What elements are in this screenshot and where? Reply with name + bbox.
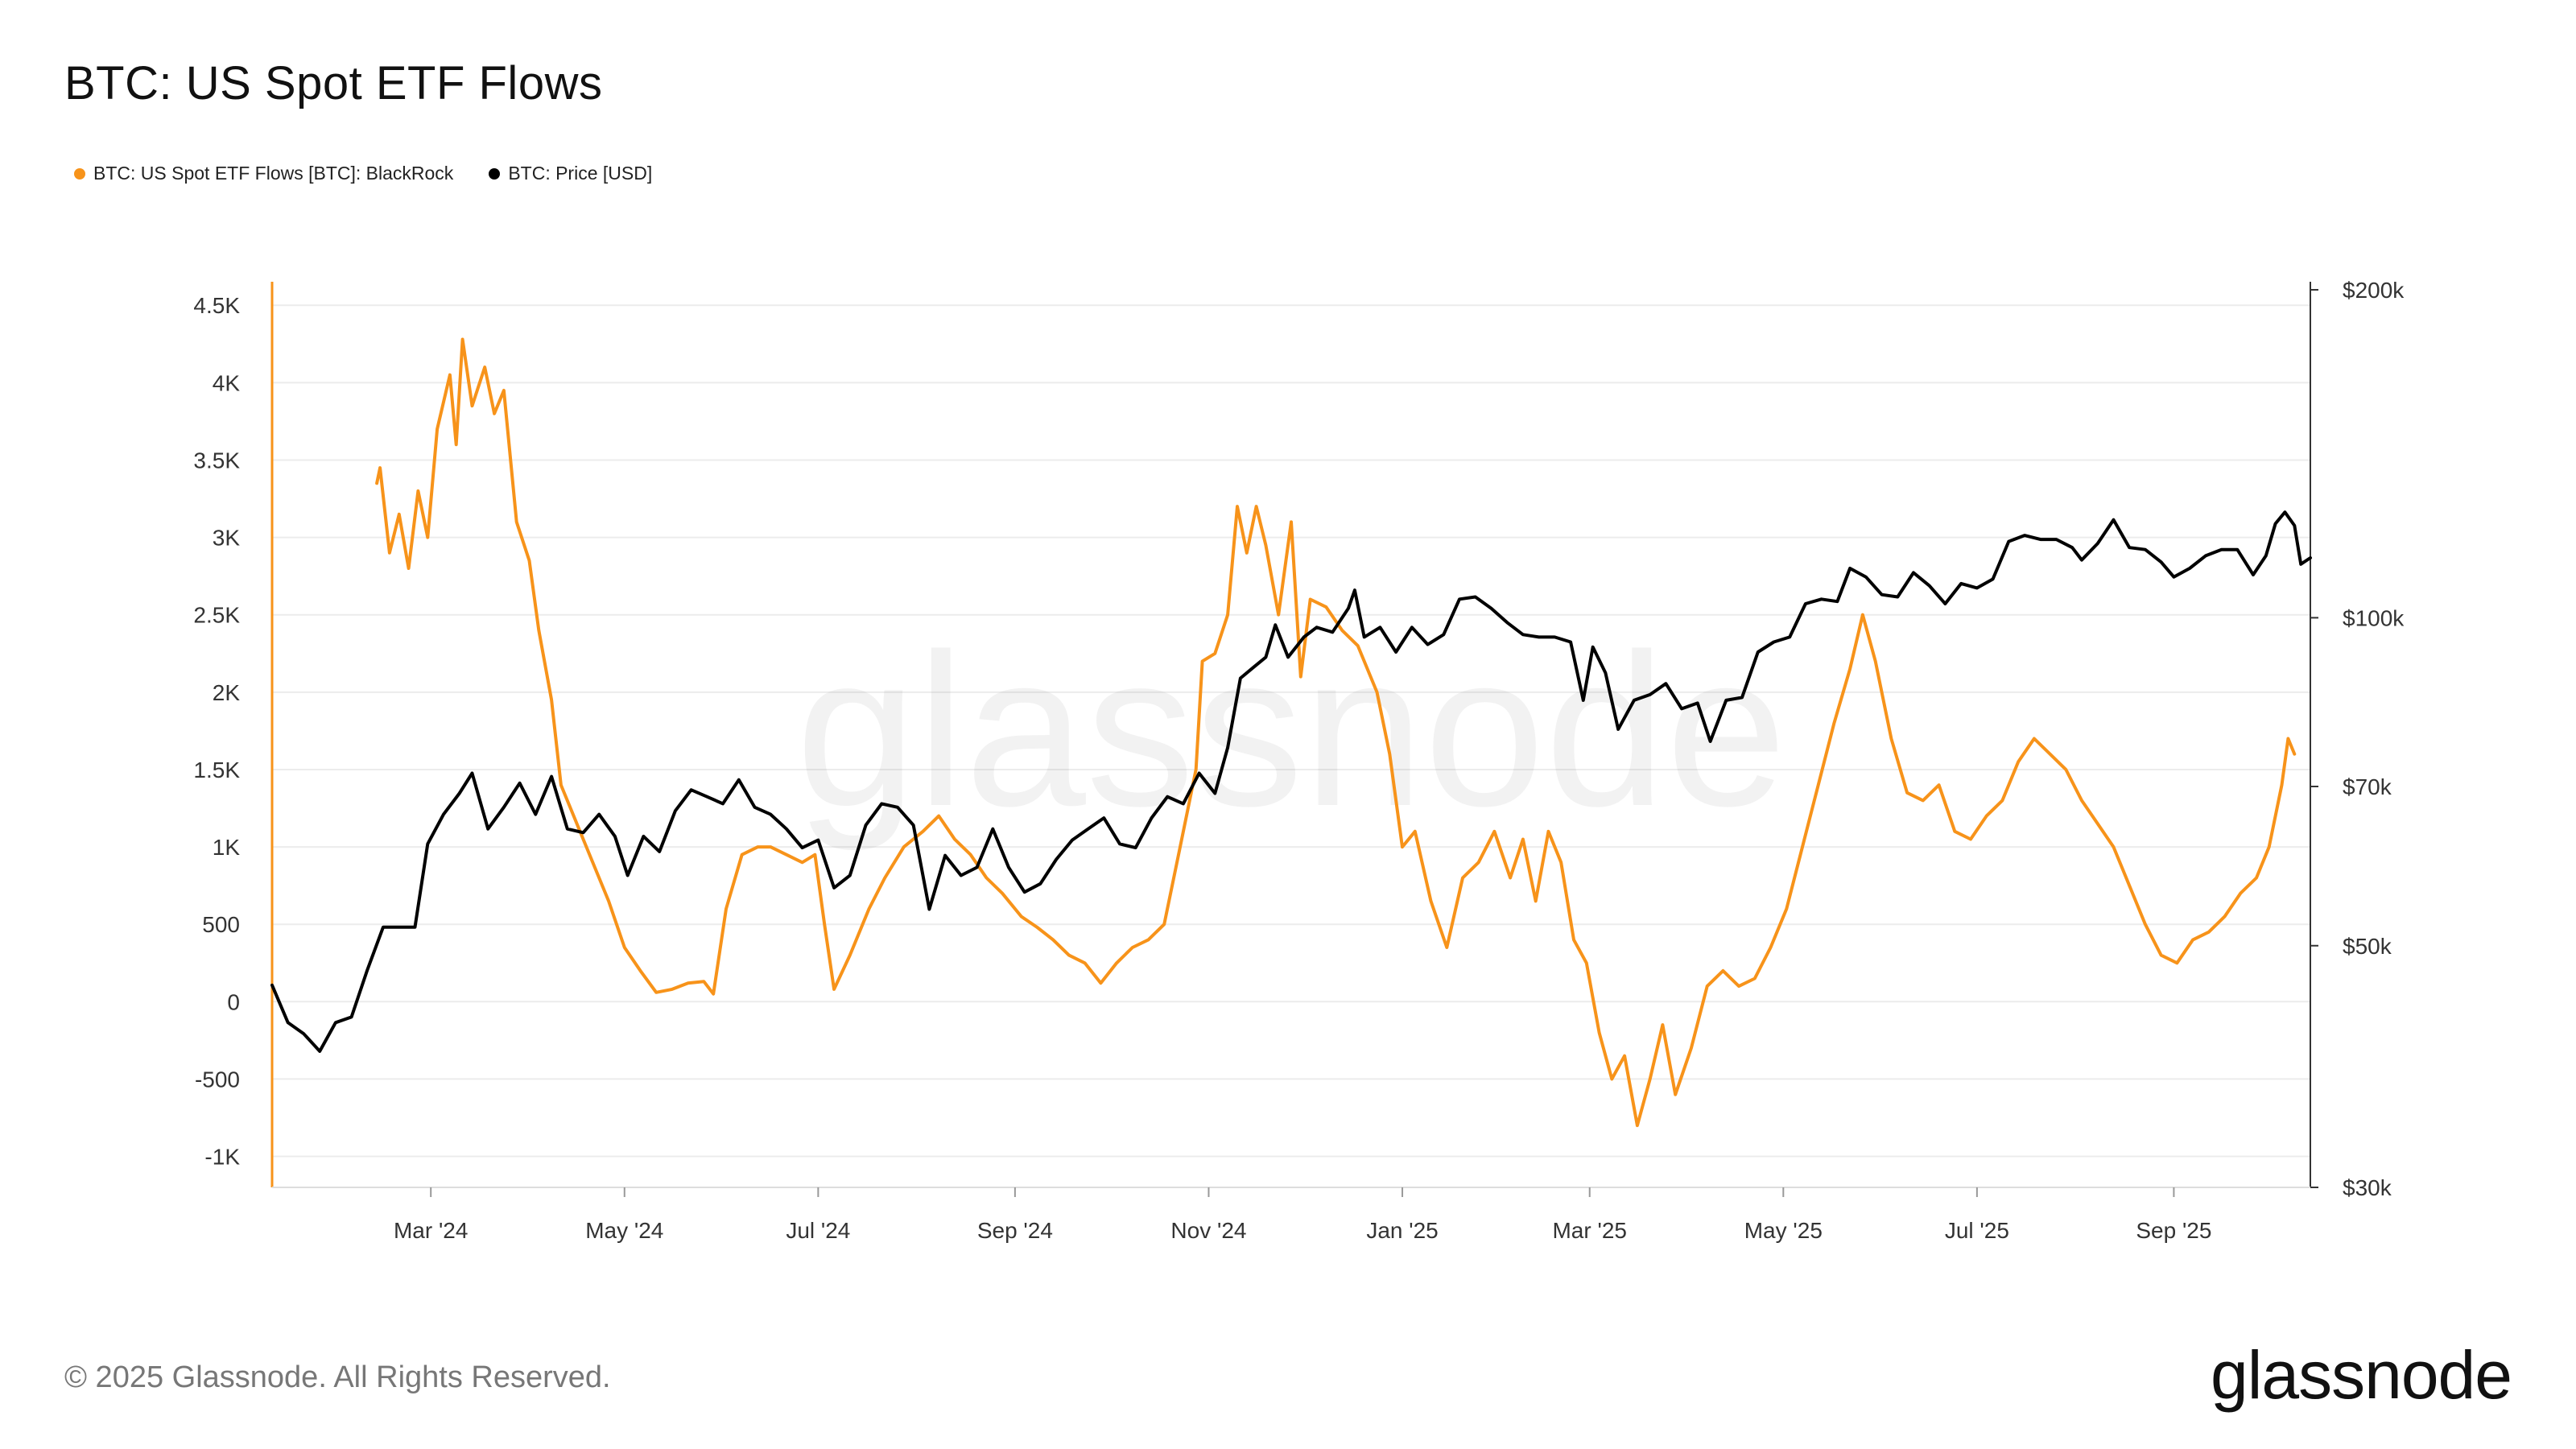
grid bbox=[272, 304, 2310, 1158]
legend-item-blackrock-flows[interactable]: BTC: US Spot ETF Flows [BTC]: BlackRock bbox=[74, 163, 453, 184]
x-tick-label: Jul '25 bbox=[1945, 1218, 2009, 1243]
x-tick-label: May '25 bbox=[1744, 1218, 1823, 1243]
copyright-footer: © 2025 Glassnode. All Rights Reserved. bbox=[64, 1360, 611, 1394]
x-tick-label: Jan '25 bbox=[1366, 1218, 1438, 1243]
left-axis-ticks: -1K -500 0 500 1K 1.5K 2K 2.5K 3K 3.5K 4K 4.5K bbox=[193, 293, 240, 1169]
left-tick-label: 3.5K bbox=[193, 448, 240, 473]
brand-logo: glassnode bbox=[2211, 1337, 2512, 1413]
left-tick-label: -1K bbox=[204, 1145, 240, 1170]
x-tick-label: Mar '24 bbox=[394, 1218, 469, 1243]
left-tick-label: 4.5K bbox=[193, 293, 240, 318]
left-tick-label: 2.5K bbox=[193, 603, 240, 628]
legend-dot-price bbox=[489, 167, 501, 180]
left-tick-label: 2K bbox=[213, 680, 241, 705]
watermark: glassnode bbox=[796, 609, 1787, 852]
legend-label-price: BTC: Price [USD] bbox=[508, 163, 653, 184]
right-tick-label: $30k bbox=[2343, 1175, 2392, 1200]
right-axis-ticks: $30k $50k $70k $100k $200k bbox=[2310, 278, 2405, 1200]
right-tick-label: $50k bbox=[2343, 934, 2392, 959]
x-tick-label: Sep '25 bbox=[2136, 1218, 2211, 1243]
x-tick-label: Nov '24 bbox=[1170, 1218, 1246, 1243]
series-line-blackrock-flows[interactable] bbox=[375, 337, 2297, 1128]
right-tick-label: $200k bbox=[2343, 278, 2405, 303]
plot-area[interactable] bbox=[270, 337, 2312, 1128]
left-tick-label: 500 bbox=[202, 912, 240, 937]
x-tick-label: Jul '24 bbox=[786, 1218, 850, 1243]
x-tick-label: Mar '25 bbox=[1552, 1218, 1627, 1243]
left-tick-label: 3K bbox=[213, 526, 241, 551]
left-tick-label: -500 bbox=[195, 1067, 240, 1092]
right-tick-label: $70k bbox=[2343, 774, 2392, 799]
right-tick-label: $100k bbox=[2343, 605, 2405, 630]
legend-item-btc-price[interactable]: BTC: Price [USD] bbox=[489, 163, 652, 184]
left-tick-label: 1K bbox=[213, 835, 241, 860]
left-tick-label: 4K bbox=[213, 370, 241, 395]
x-axis-ticks: Mar '24 May '24 Jul '24 Sep '24 Nov '24 Jan '… bbox=[394, 1187, 2211, 1243]
legend-dot-blackrock bbox=[74, 167, 85, 180]
legend-label-blackrock: BTC: US Spot ETF Flows [BTC]: BlackRock bbox=[93, 163, 454, 184]
axes bbox=[270, 282, 2311, 1188]
left-tick-label: 1.5K bbox=[193, 758, 240, 782]
chart-title: BTC: US Spot ETF Flows bbox=[64, 57, 603, 109]
legend: BTC: US Spot ETF Flows [BTC]: BlackRock … bbox=[74, 163, 687, 184]
x-tick-label: May '24 bbox=[585, 1218, 663, 1243]
left-tick-label: 0 bbox=[227, 989, 240, 1014]
x-tick-label: Sep '24 bbox=[977, 1218, 1053, 1243]
series-line-btc-price[interactable] bbox=[270, 510, 2312, 1053]
